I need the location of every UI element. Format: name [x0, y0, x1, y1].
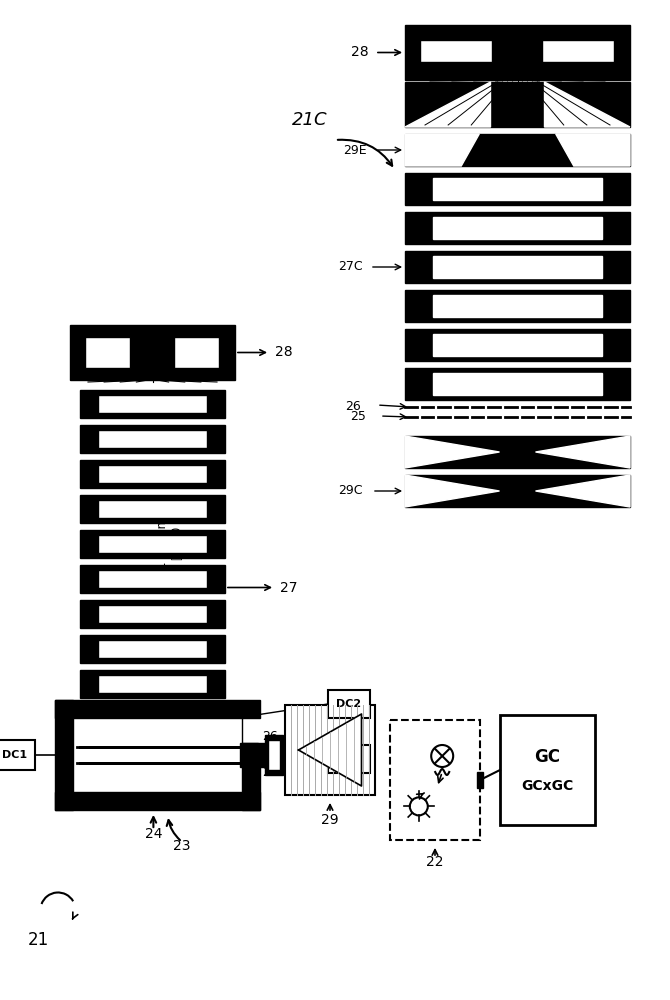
- Text: 25: 25: [350, 410, 366, 424]
- Text: 26: 26: [262, 730, 278, 744]
- Text: 25: 25: [262, 766, 278, 780]
- Bar: [80, 530, 225, 558]
- Text: 27C: 27C: [338, 260, 362, 273]
- Bar: [98, 535, 207, 553]
- Bar: [98, 500, 207, 518]
- Bar: [405, 212, 630, 244]
- Bar: [405, 82, 630, 127]
- Bar: [98, 395, 207, 413]
- Polygon shape: [535, 436, 630, 468]
- Bar: [420, 40, 492, 62]
- Bar: [174, 337, 219, 368]
- Bar: [80, 670, 225, 698]
- Text: 24: 24: [145, 827, 162, 841]
- Bar: [80, 495, 225, 523]
- Text: 29C: 29C: [338, 485, 362, 497]
- Bar: [85, 337, 130, 368]
- Polygon shape: [405, 475, 500, 507]
- Bar: [405, 368, 630, 400]
- Bar: [542, 40, 614, 62]
- Text: RF: RF: [341, 754, 357, 764]
- Text: 29E: 29E: [343, 143, 366, 156]
- Bar: [242, 755, 260, 810]
- Text: 28: 28: [351, 45, 369, 60]
- Bar: [433, 178, 602, 200]
- Text: 22: 22: [426, 855, 444, 869]
- Text: DC1: DC1: [3, 750, 27, 760]
- Bar: [98, 605, 207, 623]
- Bar: [477, 772, 483, 788]
- Bar: [405, 290, 630, 322]
- Bar: [405, 329, 630, 361]
- Text: 1 到 30 mBar: 1 到 30 mBar: [156, 496, 169, 569]
- Bar: [80, 600, 225, 628]
- Bar: [433, 334, 602, 356]
- Bar: [433, 217, 602, 239]
- Text: GCxGC: GCxGC: [521, 780, 574, 794]
- Polygon shape: [555, 134, 630, 166]
- Text: 29: 29: [321, 813, 339, 827]
- Bar: [405, 25, 630, 80]
- Polygon shape: [545, 82, 630, 127]
- Bar: [80, 390, 225, 418]
- Bar: [500, 715, 595, 825]
- Bar: [80, 460, 225, 488]
- Text: DC2: DC2: [336, 699, 362, 709]
- Bar: [73, 718, 242, 792]
- Text: 21: 21: [27, 931, 49, 949]
- Bar: [0, 740, 35, 770]
- Bar: [285, 705, 375, 795]
- Text: 26: 26: [345, 400, 360, 414]
- Bar: [268, 740, 280, 770]
- Bar: [80, 425, 225, 453]
- Bar: [98, 465, 207, 483]
- Polygon shape: [405, 82, 490, 127]
- Bar: [55, 700, 260, 718]
- Bar: [265, 735, 283, 775]
- Bar: [433, 256, 602, 278]
- Text: GC: GC: [535, 748, 561, 766]
- Polygon shape: [535, 475, 630, 507]
- Bar: [98, 570, 207, 588]
- Bar: [405, 475, 630, 507]
- Bar: [328, 690, 370, 718]
- Bar: [405, 436, 630, 468]
- Bar: [98, 430, 207, 448]
- Polygon shape: [299, 714, 362, 786]
- Bar: [98, 640, 207, 658]
- Text: 28: 28: [275, 346, 293, 360]
- Text: 21C: 21C: [292, 111, 328, 129]
- Bar: [80, 635, 225, 663]
- Bar: [240, 743, 283, 767]
- Bar: [433, 373, 602, 395]
- Text: 23: 23: [174, 839, 191, 853]
- Bar: [433, 295, 602, 317]
- Bar: [405, 173, 630, 205]
- Bar: [390, 720, 480, 840]
- Text: 27: 27: [280, 580, 297, 594]
- Text: 1 到 100 V/cm: 1 到 100 V/cm: [171, 494, 184, 571]
- Bar: [405, 134, 630, 166]
- Bar: [55, 792, 260, 810]
- Bar: [242, 743, 258, 767]
- Bar: [405, 251, 630, 283]
- Polygon shape: [405, 134, 479, 166]
- Bar: [70, 325, 235, 380]
- Bar: [80, 565, 225, 593]
- Bar: [98, 675, 207, 693]
- Bar: [55, 700, 73, 810]
- Polygon shape: [405, 436, 500, 468]
- Bar: [328, 745, 370, 773]
